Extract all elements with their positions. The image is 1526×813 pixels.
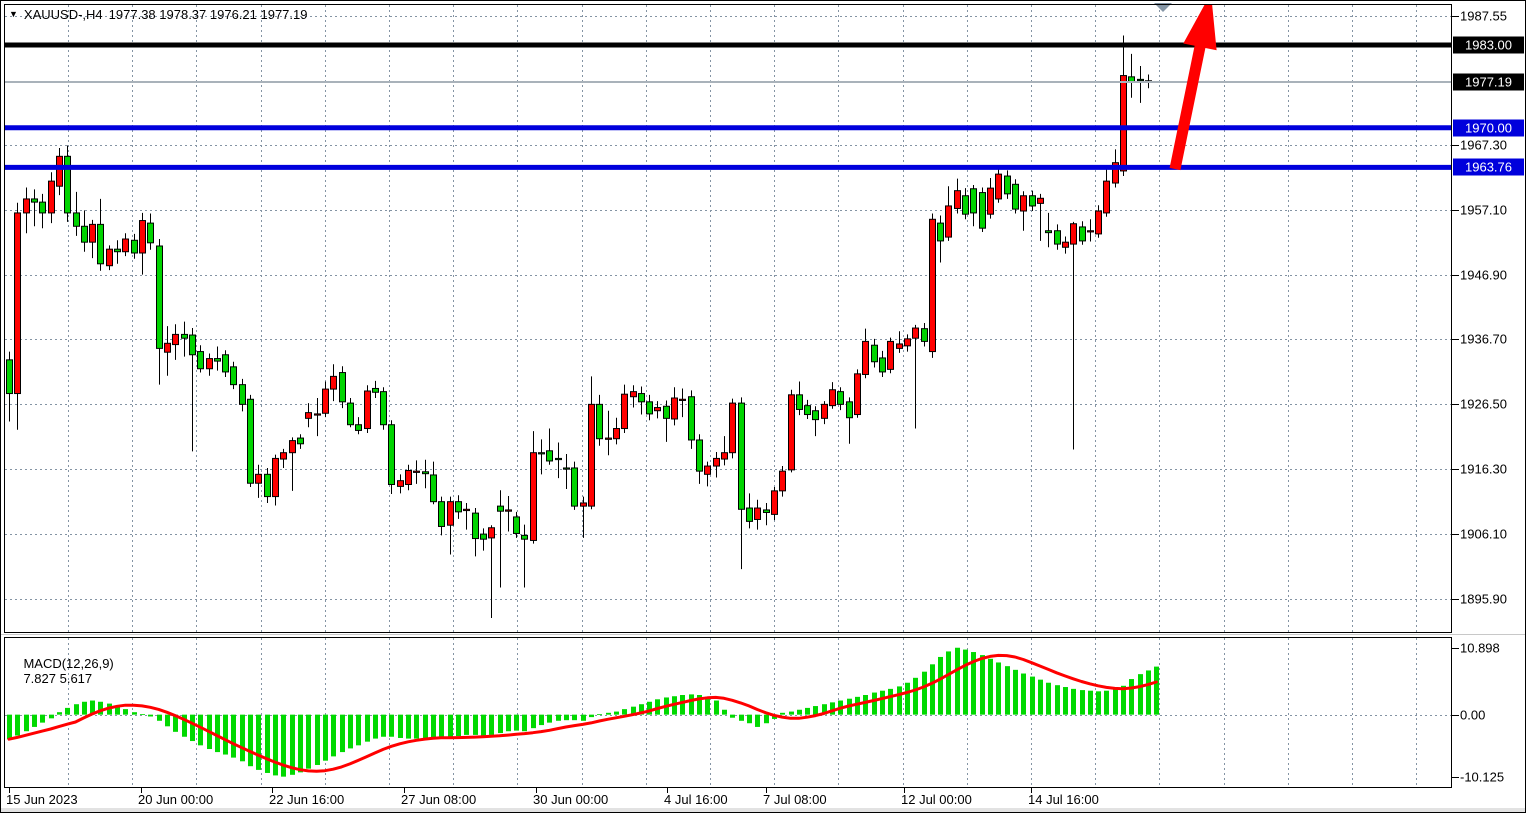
time-axis-label: 4 Jul 16:00 [664, 792, 728, 807]
chart-shift-marker-icon[interactable] [1154, 3, 1172, 12]
time-axis-label: 27 Jun 08:00 [401, 792, 477, 807]
level-lines[interactable] [4, 42, 1452, 170]
macd-axis-label: 0.00 [1460, 707, 1486, 723]
grid-layer [5, 5, 1451, 787]
time-axis-label: 12 Jul 00:00 [901, 792, 972, 807]
symbol-timeframe-label: XAUUSD-,H4 [23, 7, 103, 22]
macd-values-label: 7.827 5.617 [23, 671, 93, 686]
time-axis-label: 15 Jun 2023 [6, 792, 78, 807]
chart-title: ▼ XAUUSD-,H4 1977.38 1978.37 1976.21 197… [9, 7, 307, 22]
price-grid-label: 1967.30 [1460, 137, 1507, 153]
price-grid-label: 1906.10 [1460, 526, 1507, 542]
price-grid-label: 1946.90 [1460, 267, 1507, 283]
candles-layer [6, 35, 1152, 619]
price-badge-1963.76: 1963.76 [1453, 158, 1524, 176]
macd-pane-border [4, 637, 1452, 788]
price-badge-1970.00: 1970.00 [1453, 119, 1524, 137]
main-pane-border [4, 4, 1452, 633]
price-badge-1983.00: 1983.00 [1453, 36, 1524, 54]
price-badge-1977.19: 1977.19 [1453, 73, 1524, 91]
macd-name-label: MACD(12,26,9) [23, 656, 114, 671]
time-axis-label: 7 Jul 08:00 [763, 792, 827, 807]
macd-axis-label: 10.898 [1460, 640, 1500, 656]
macd-indicator-label: MACD(12,26,9) 7.827 5.617 [9, 641, 114, 701]
macd-histogram [7, 647, 1159, 777]
macd-signal-line [7, 653, 1158, 773]
price-grid-label: 1936.70 [1460, 331, 1507, 347]
axis-ticks [9, 16, 1459, 793]
time-axis-label: 14 Jul 16:00 [1028, 792, 1099, 807]
trend-arrow-annotation[interactable] [1169, 1, 1217, 171]
price-grid-label: 1957.10 [1460, 202, 1507, 218]
ohlc-values-label: 1977.38 1978.37 1976.21 1977.19 [108, 7, 308, 22]
macd-axis-label: -10.125 [1460, 769, 1505, 785]
time-axis-label: 30 Jun 00:00 [533, 792, 609, 807]
price-grid-label: 1987.55 [1460, 8, 1507, 24]
price-grid-label: 1916.30 [1460, 461, 1507, 477]
window-bottom-edge [1, 808, 1525, 812]
time-axis-label: 22 Jun 16:00 [269, 792, 345, 807]
price-grid-label: 1895.90 [1460, 591, 1507, 607]
symbol-dropdown-icon[interactable]: ▼ [9, 8, 18, 19]
time-axis-label: 20 Jun 00:00 [138, 792, 214, 807]
price-grid-label: 1926.50 [1460, 396, 1507, 412]
